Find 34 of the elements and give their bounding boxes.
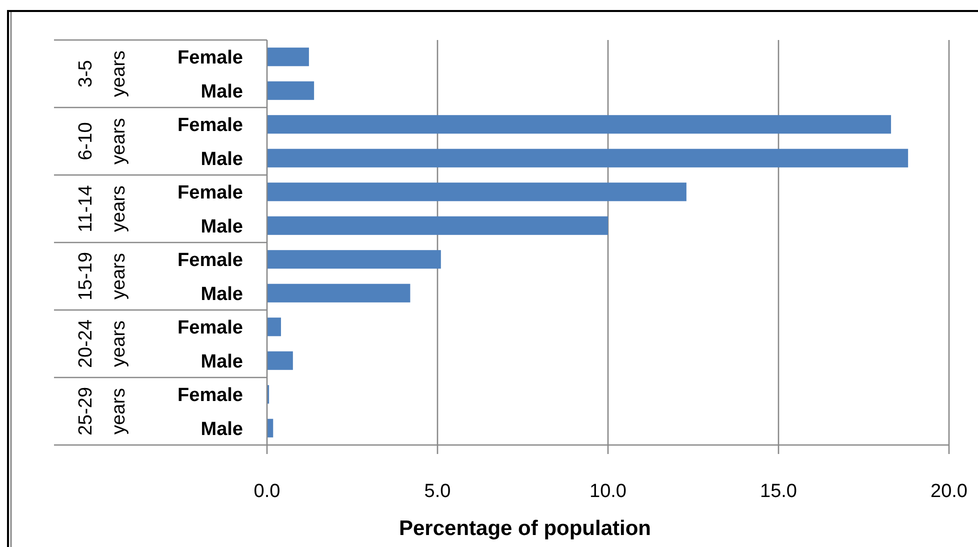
bar bbox=[267, 115, 892, 134]
bar bbox=[267, 250, 441, 269]
x-tick-label: 20.0 bbox=[930, 481, 968, 502]
y-tick-label: Female bbox=[178, 48, 243, 69]
text: 3-5 years bbox=[76, 50, 130, 97]
y-tick-label: Male bbox=[200, 418, 243, 440]
x-tick-label: 5.0 bbox=[424, 481, 451, 502]
x-axis-title: Percentage of population bbox=[398, 517, 652, 540]
y-tick-label: Male bbox=[200, 148, 243, 170]
bar bbox=[267, 182, 686, 202]
bar bbox=[267, 148, 908, 168]
text: 25-29 years bbox=[76, 386, 130, 436]
y-tick-label: Female bbox=[178, 250, 243, 272]
y-tick-label: Female bbox=[178, 318, 243, 339]
text: 15-19 years bbox=[76, 252, 130, 301]
x-tick-label: 0.0 bbox=[254, 481, 280, 502]
bar bbox=[267, 216, 608, 235]
bar bbox=[267, 318, 281, 336]
text: 6-10 years bbox=[76, 118, 130, 164]
y-tick-label: Female bbox=[178, 385, 243, 406]
text: 11-14 years bbox=[76, 184, 130, 232]
y-tick-label: Male bbox=[200, 351, 243, 372]
bar bbox=[267, 81, 314, 100]
bar bbox=[267, 351, 293, 370]
bar bbox=[267, 48, 309, 66]
y-tick-label: Female bbox=[178, 115, 243, 136]
y-tick-label: Male bbox=[200, 81, 243, 102]
y-tick-label: Female bbox=[178, 182, 243, 204]
y-tick-label: Male bbox=[200, 284, 243, 305]
text: 20-24 years bbox=[76, 319, 130, 368]
y-tick-label: Male bbox=[200, 216, 243, 238]
x-tick-label: 15.0 bbox=[760, 481, 797, 502]
x-tick-label: 10.0 bbox=[590, 481, 626, 502]
bar bbox=[267, 284, 410, 302]
